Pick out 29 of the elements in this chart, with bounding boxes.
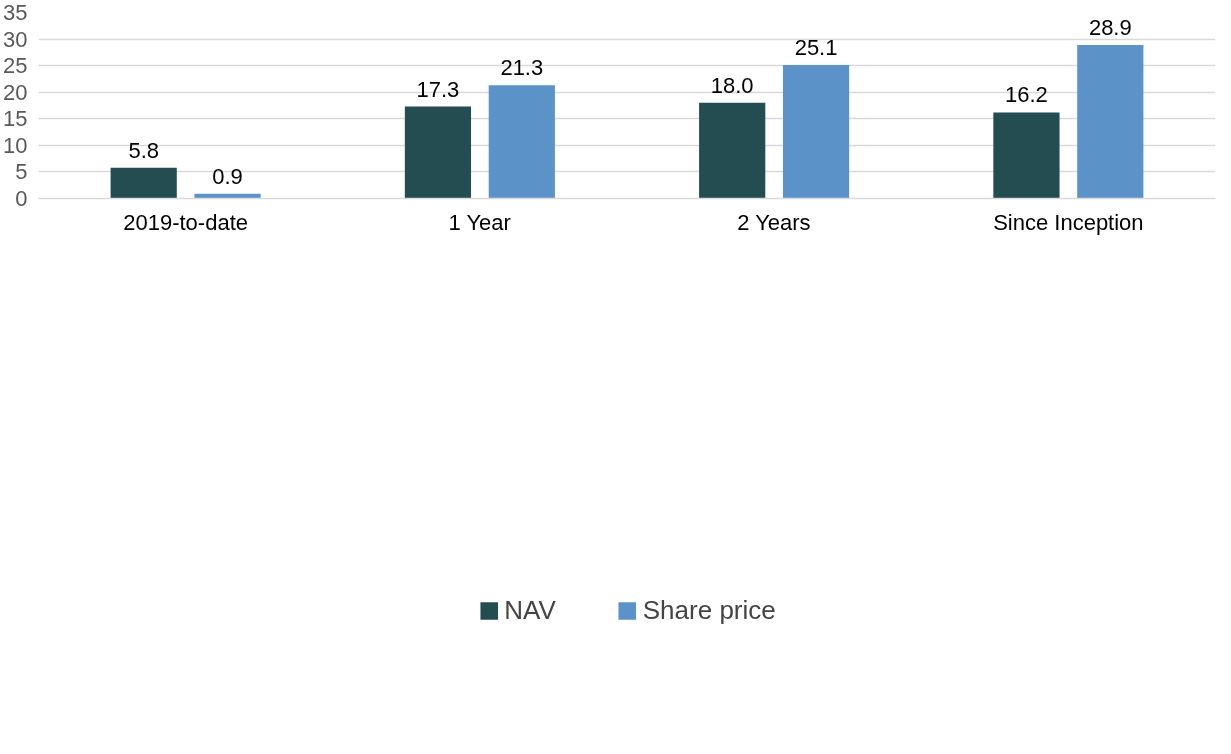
y-tick-label: 20	[3, 79, 28, 105]
bar	[1077, 44, 1144, 199]
bar	[404, 106, 472, 199]
data-label: 25.1	[794, 35, 838, 61]
data-label: 5.8	[128, 137, 159, 163]
data-label: 0.9	[212, 163, 243, 189]
x-tick-label: 2019-to-date	[123, 209, 249, 235]
y-tick-label: 30	[3, 26, 28, 52]
data-label: 21.3	[500, 55, 544, 81]
bar	[782, 65, 850, 199]
bar	[110, 167, 177, 199]
legend-label: Share price	[642, 594, 776, 626]
data-label: 17.3	[416, 76, 460, 102]
bar	[993, 112, 1060, 199]
data-label: 18.0	[710, 72, 754, 98]
bar	[699, 102, 766, 199]
bar	[488, 85, 555, 199]
y-tick-label: 0	[15, 186, 28, 211]
y-tick-label: 25	[3, 53, 28, 79]
x-tick-label: Since Inception	[993, 209, 1144, 235]
legend-label: NAV	[504, 594, 556, 626]
data-label: 28.9	[1088, 14, 1132, 40]
x-tick-label: 2 Years	[737, 209, 811, 235]
y-tick-label: 10	[3, 132, 28, 158]
y-tick-label: 15	[3, 106, 28, 132]
y-tick-label: 5	[15, 159, 28, 185]
y-tick-label: 35	[3, 0, 28, 25]
x-tick-label: 1 Year	[448, 209, 511, 235]
data-label: 16.2	[1005, 82, 1048, 108]
